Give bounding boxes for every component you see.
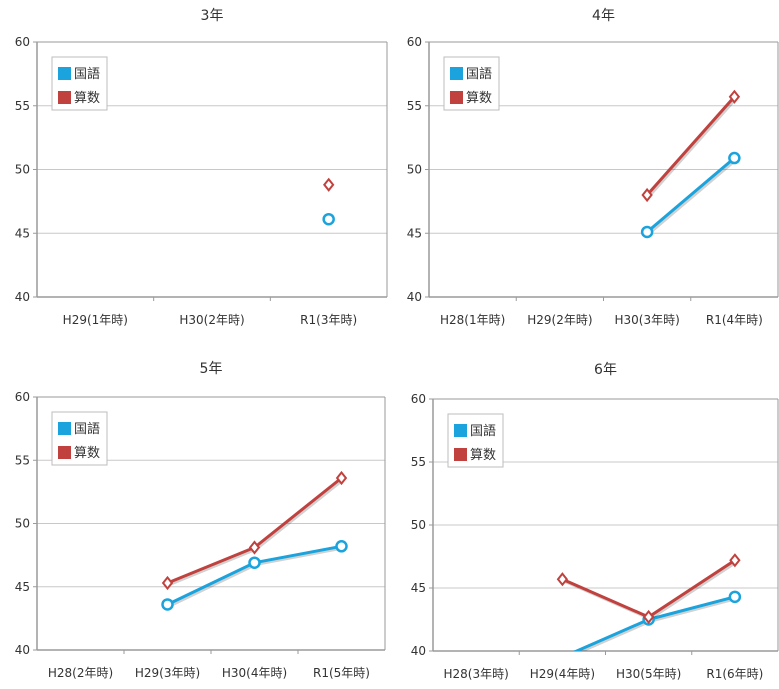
data-point-sansu [248, 540, 261, 555]
legend-swatch-kokugo [454, 424, 467, 437]
data-point-sansu [323, 177, 335, 192]
x-tick-label: R1(4年時) [706, 313, 763, 327]
x-tick-label: H28(3年時) [443, 667, 508, 681]
data-point-kokugo [557, 652, 567, 662]
data-point-sansu [335, 470, 348, 486]
series-line-sansu [645, 95, 736, 196]
data-point-kokugo [728, 151, 741, 165]
y-tick-label: 45 [15, 226, 30, 240]
y-tick-label: 40 [411, 644, 426, 658]
y-tick-label: 60 [407, 35, 422, 49]
y-tick-label: 45 [15, 580, 30, 594]
legend-swatch-sansu [58, 91, 71, 104]
data-point-sansu [642, 609, 655, 625]
y-tick-label: 40 [407, 290, 422, 304]
series-line-shadow-kokugo [647, 158, 738, 235]
chart-panel-grade-4: 4年 40 45 50 55 60 H28(1年時) H29(2年時) H30(3年時) R1(4… [407, 8, 779, 327]
y-tick-label: 45 [411, 581, 426, 595]
legend-label-kokugo: 国語 [74, 421, 100, 437]
y-tick-label: 50 [407, 163, 422, 177]
y-tick-label: 60 [15, 390, 30, 404]
y-tick-label: 50 [15, 517, 30, 531]
legend-swatch-kokugo [58, 67, 71, 80]
y-tick-label: 50 [411, 518, 426, 532]
legend-label-kokugo: 国語 [466, 66, 492, 82]
data-point-kokugo [640, 225, 654, 239]
y-tick-label: 40 [15, 290, 30, 304]
data-point-kokugo [728, 590, 742, 604]
legend-swatch-kokugo [58, 422, 71, 435]
y-tick-label: 55 [411, 455, 426, 469]
chart-panel-grade-6: 6年 40 45 50 55 60 H28(3年時) H29(4年時) H30(5年時) R1(6… [411, 362, 779, 681]
x-tick-label: H28(1年時) [440, 313, 505, 327]
y-tick-label: 40 [15, 643, 30, 657]
x-tick-label: H29(2年時) [527, 313, 592, 327]
data-point-kokugo [335, 540, 348, 553]
chart-title: 3年 [201, 8, 224, 24]
x-tick-label: H30(2年時) [179, 313, 244, 327]
data-point-sansu [641, 187, 653, 203]
x-tick-label: H30(5年時) [616, 667, 681, 681]
y-tick-label: 55 [15, 99, 30, 113]
legend-label-sansu: 算数 [74, 91, 100, 106]
x-tick-label: R1(3年時) [300, 313, 357, 327]
legend-swatch-sansu [450, 91, 463, 104]
legend-swatch-sansu [454, 448, 467, 461]
series-line-kokugo [646, 156, 736, 234]
x-tick-label: H30(4年時) [222, 666, 287, 680]
legend-label-sansu: 算数 [470, 448, 496, 463]
legend-label-sansu: 算数 [74, 446, 100, 461]
legend-label-kokugo: 国語 [470, 423, 496, 439]
y-tick-label: 60 [411, 392, 426, 406]
series-line-shadow-kokugo [168, 546, 344, 608]
legend-swatch-sansu [58, 446, 71, 459]
data-point-sansu [556, 572, 569, 587]
x-tick-label: R1(6年時) [706, 667, 763, 681]
x-tick-label: H30(3年時) [614, 313, 679, 327]
legend-label-kokugo: 国語 [74, 66, 100, 82]
y-tick-label: 60 [15, 35, 30, 49]
x-tick-label: H29(4年時) [530, 667, 595, 681]
x-tick-label: H28(2年時) [48, 666, 113, 680]
y-tick-label: 55 [15, 453, 30, 467]
data-point-sansu [728, 89, 741, 104]
data-point-kokugo [322, 212, 335, 226]
series-line-shadow-kokugo [577, 596, 737, 651]
y-tick-label: 50 [15, 163, 30, 177]
data-point-kokugo [248, 556, 261, 569]
chart-title: 4年 [592, 8, 615, 24]
legend-swatch-kokugo [450, 67, 463, 80]
x-tick-label: H29(3年時) [135, 666, 200, 680]
chart-panel-grade-5: 5年 40 45 50 55 60 H28(2年時) H29(3年時) H30(4年時) R1(5… [15, 361, 386, 680]
data-point-kokugo [161, 598, 174, 611]
x-tick-label: R1(5年時) [313, 666, 370, 680]
y-tick-label: 45 [407, 226, 422, 240]
chart-title: 6年 [594, 362, 617, 378]
y-tick-label: 55 [407, 99, 422, 113]
series-line-sansu [561, 559, 736, 619]
data-point-sansu [729, 553, 741, 568]
data-point-sansu [161, 575, 174, 591]
x-tick-label: H29(1年時) [63, 313, 128, 327]
chart-title: 5年 [200, 361, 223, 377]
series-line-shadow-sansu [647, 97, 738, 198]
legend-label-sansu: 算数 [466, 91, 492, 106]
